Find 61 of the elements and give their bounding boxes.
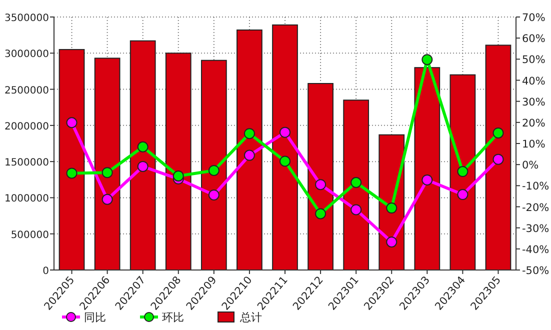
y2-tick-label: 30% — [522, 96, 546, 108]
bar — [94, 58, 120, 270]
point — [386, 236, 398, 248]
y-tick-label: 2500000 — [4, 85, 49, 96]
point — [102, 194, 113, 205]
point — [422, 54, 433, 66]
point — [244, 150, 255, 161]
bar — [236, 30, 262, 270]
point — [315, 208, 326, 220]
point — [137, 160, 148, 172]
y2-tick-label: 40% — [522, 75, 546, 88]
point — [315, 179, 326, 190]
point — [350, 177, 362, 188]
point — [492, 154, 504, 165]
y2-tick-label: -20% — [522, 202, 550, 214]
y2-tick-label: 60% — [522, 33, 546, 46]
point — [457, 189, 468, 200]
point — [208, 164, 220, 176]
legend-label: 环比 — [162, 311, 184, 324]
y2-tick-label: 0% — [522, 160, 539, 172]
y2-tick-label: -40% — [522, 244, 550, 256]
point — [350, 204, 362, 216]
point — [66, 117, 78, 128]
bar — [58, 49, 85, 270]
y2-tick-label: 20% — [522, 117, 546, 130]
point — [66, 168, 78, 179]
bar — [485, 44, 512, 270]
y-tick-label: 3500000 — [4, 13, 49, 24]
y-tick-label: 0 — [42, 266, 49, 277]
y-tick-label: 2000000 — [4, 121, 49, 132]
bar — [343, 100, 370, 270]
y-tick-label: 1000000 — [4, 194, 49, 205]
point — [137, 141, 148, 152]
bar — [200, 60, 227, 270]
y2-tick-label: -10% — [522, 180, 550, 193]
y-tick-label: 1500000 — [4, 158, 49, 169]
y2-tick-label: -30% — [522, 222, 550, 235]
point — [492, 127, 504, 138]
bar — [130, 40, 156, 270]
y2-tick-label: -50% — [522, 265, 550, 277]
point — [172, 170, 184, 182]
point — [457, 166, 468, 178]
point — [386, 202, 398, 214]
point — [102, 167, 113, 178]
y-tick-label: 3000000 — [4, 49, 49, 60]
bar — [308, 83, 334, 270]
bar — [272, 24, 298, 270]
y2-tick-label: 10% — [522, 138, 546, 150]
y2-tick-label: 50% — [522, 54, 546, 66]
legend-label: 同比 — [84, 311, 106, 324]
point — [280, 126, 290, 138]
y-tick-label: 500000 — [10, 230, 49, 241]
point — [422, 174, 433, 186]
bar — [450, 74, 476, 270]
point — [244, 128, 255, 140]
point — [280, 156, 290, 167]
y2-tick-label: 70% — [522, 12, 546, 24]
point — [208, 189, 220, 200]
bar — [165, 52, 192, 270]
legend-label: 总计 — [239, 311, 262, 324]
bar — [414, 67, 440, 270]
